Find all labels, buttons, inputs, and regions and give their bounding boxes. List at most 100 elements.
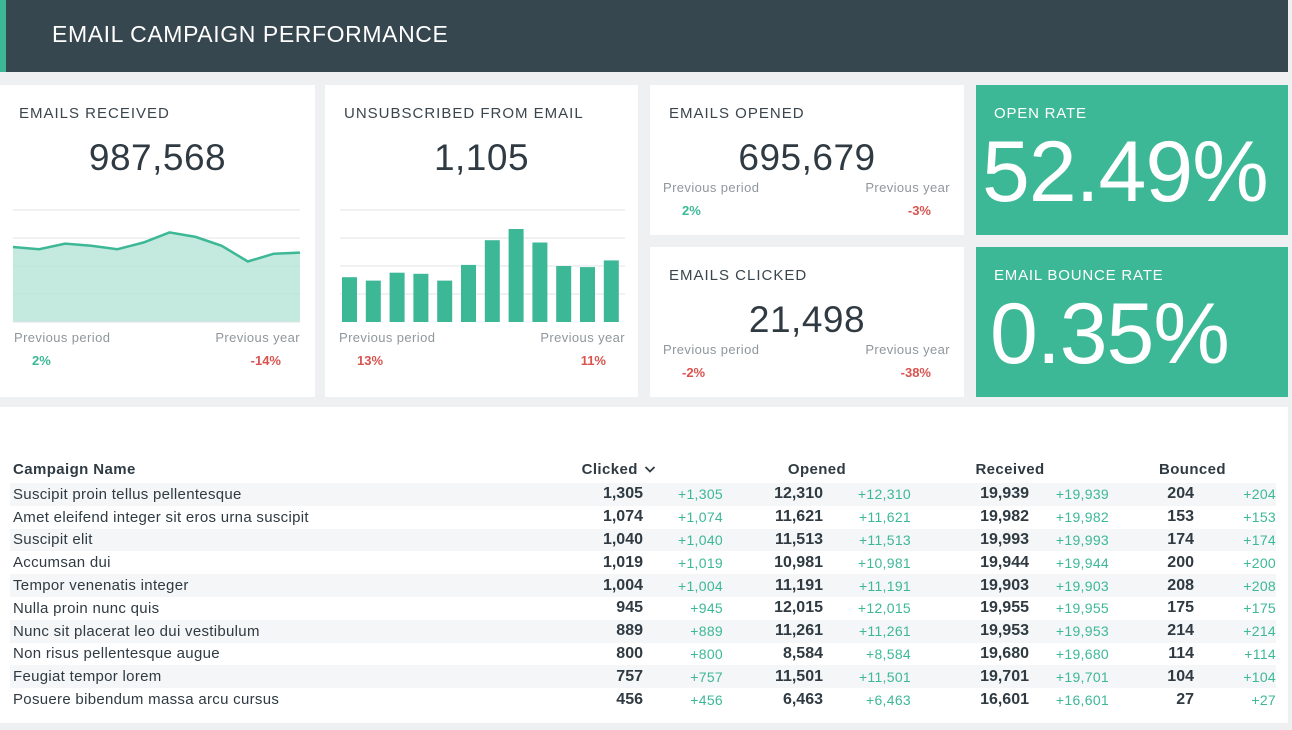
- card-label: EMAILS OPENED: [669, 105, 805, 122]
- table-row[interactable]: Amet eleifend integer sit eros urna susc…: [10, 506, 1276, 529]
- emails-received-card: EMAILS RECEIVED 987,568 Previous period …: [0, 85, 315, 397]
- previous-year-value: -14%: [250, 353, 281, 368]
- table-row[interactable]: Nunc sit placerat leo dui vestibulum 889 +…: [10, 619, 1276, 643]
- previous-period-value: 13%: [357, 353, 384, 368]
- previous-year-label: Previous year: [865, 180, 950, 195]
- cell-bounced: 153: [1167, 508, 1194, 526]
- unsubscribed-card: UNSUBSCRIBED FROM EMAIL 1,105 Previous p…: [325, 85, 638, 397]
- bar: [461, 264, 476, 322]
- cell-name: Suscipit elit: [10, 528, 515, 552]
- cell-name: Nulla proin nunc quis: [13, 599, 160, 617]
- cell-clicked: 1,004: [515, 574, 643, 597]
- bar: [580, 267, 595, 322]
- cell-opened-delta: +12,015: [857, 600, 911, 617]
- cell-opened: 11,191: [723, 574, 823, 597]
- cell-opened-delta: +11,621: [858, 509, 911, 526]
- card-value: 52.49%: [982, 124, 1269, 220]
- previous-year-value: -38%: [900, 365, 931, 380]
- table-row[interactable]: Non risus pellentesque augue 800 +800 8,584…: [10, 643, 1276, 666]
- cell-bounced-delta: +208: [1194, 574, 1276, 597]
- open-rate-card: OPEN RATE 52.49%: [976, 85, 1288, 235]
- cell-clicked-delta: +1,074: [677, 509, 723, 526]
- cell-name: Non risus pellentesque augue: [13, 645, 220, 663]
- cell-opened: 12,310: [723, 483, 823, 506]
- cell-opened: 8,584: [782, 644, 823, 662]
- cell-received-delta: +19,953: [1029, 619, 1109, 643]
- cell-name: Feugiat tempor lorem: [10, 665, 515, 689]
- cell-bounced: 104: [1109, 665, 1194, 689]
- page-title: EMAIL CAMPAIGN PERFORMANCE: [52, 21, 449, 47]
- cell-opened-delta: +11,191: [823, 574, 911, 597]
- table-row[interactable]: Suscipit elit 1,040 +1,040 11,513 +11,513 19,…: [10, 528, 1276, 552]
- area-fill: [13, 232, 300, 322]
- previous-year-label: Previous year: [540, 330, 625, 345]
- column-header-clicked[interactable]: Clicked: [515, 455, 723, 483]
- cell-clicked-delta: +945: [690, 600, 723, 617]
- cell-received: 19,939: [911, 483, 1029, 506]
- bounce-rate-card: EMAIL BOUNCE RATE 0.35%: [976, 247, 1288, 397]
- previous-year-label: Previous year: [215, 330, 300, 345]
- unsubscribed-bar-chart: [340, 209, 625, 322]
- card-label: EMAILS RECEIVED: [19, 105, 170, 122]
- table-row[interactable]: Feugiat tempor lorem 757 +757 11,501 +11,501…: [10, 665, 1276, 689]
- cell-bounced: 27: [1176, 690, 1194, 708]
- cell-clicked: 800: [616, 644, 643, 662]
- card-label: EMAILS CLICKED: [669, 267, 808, 284]
- card-value: 695,679: [738, 137, 876, 178]
- bar: [437, 280, 453, 322]
- cell-clicked: 1,074: [602, 508, 643, 526]
- cell-received: 16,601: [980, 690, 1029, 708]
- table-row[interactable]: Posuere bibendum massa arcu cursus 456 +45…: [10, 688, 1276, 711]
- cell-clicked-delta: +757: [643, 665, 723, 689]
- previous-period-label: Previous period: [663, 342, 760, 357]
- cell-bounced-delta: +214: [1194, 619, 1276, 643]
- cell-clicked: 1,019: [602, 553, 643, 571]
- cell-received: 19,982: [980, 508, 1029, 526]
- cell-bounced-delta: +153: [1243, 509, 1276, 526]
- cell-clicked: 456: [616, 690, 643, 708]
- cell-bounced-delta: +27: [1251, 691, 1276, 708]
- table-header-row: Campaign Name Clicked Opened Received Bo…: [10, 455, 1276, 483]
- cell-opened: 12,015: [774, 599, 823, 617]
- cell-opened: 11,513: [723, 528, 823, 552]
- cell-opened: 11,261: [723, 619, 823, 643]
- bar: [603, 260, 619, 322]
- cell-opened: 6,463: [782, 690, 823, 708]
- cell-received-delta: +16,601: [1055, 691, 1109, 708]
- table-row[interactable]: Accumsan dui 1,019 +1,019 10,981 +10,981 19,9…: [10, 551, 1276, 574]
- cell-name: Posuere bibendum massa arcu cursus: [13, 691, 280, 709]
- bar: [532, 242, 548, 322]
- previous-period-value: 2%: [32, 353, 51, 368]
- column-header-bounced[interactable]: Bounced: [1159, 460, 1226, 478]
- cell-bounced-delta: +114: [1244, 645, 1276, 662]
- cell-received-delta: +19,680: [1055, 645, 1109, 662]
- dashboard-header: EMAIL CAMPAIGN PERFORMANCE: [0, 0, 1288, 72]
- cell-bounced: 208: [1109, 574, 1194, 597]
- card-value: 21,498: [748, 299, 866, 340]
- cell-received-delta: +19,955: [1055, 600, 1109, 617]
- table-row[interactable]: Tempor venenatis integer 1,004 +1,004 11,19…: [10, 574, 1276, 597]
- cell-name: Tempor venenatis integer: [10, 574, 515, 597]
- column-header-campaign-name[interactable]: Campaign Name: [13, 460, 136, 478]
- cell-clicked-delta: +800: [690, 645, 723, 662]
- cell-clicked: 889: [515, 619, 643, 643]
- cell-received: 19,680: [980, 644, 1029, 662]
- cell-bounced-delta: +174: [1194, 528, 1276, 552]
- table-row[interactable]: Nulla proin nunc quis 945 +945 12,015 +12,01…: [10, 597, 1276, 620]
- bar: [342, 277, 357, 322]
- emails-received-area-chart: [12, 209, 301, 323]
- bar: [365, 280, 381, 322]
- column-header-received[interactable]: Received: [975, 460, 1045, 478]
- cell-received-delta: +19,939: [1029, 483, 1109, 506]
- previous-period-value: 2%: [682, 203, 701, 218]
- column-header-opened[interactable]: Opened: [787, 460, 847, 478]
- previous-period-label: Previous period: [14, 330, 111, 345]
- cell-received: 19,993: [911, 528, 1029, 552]
- cell-opened-delta: +8,584: [865, 645, 911, 662]
- emails-clicked-card: EMAILS CLICKED 21,498 Previous period Pr…: [650, 247, 964, 397]
- table-row[interactable]: Suscipit proin tellus pellentesque 1,305 +…: [10, 483, 1276, 506]
- column-header-label: Clicked: [581, 460, 638, 478]
- cell-opened: 11,621: [774, 508, 823, 526]
- previous-period-value: -2%: [682, 365, 706, 380]
- previous-period-label: Previous period: [339, 330, 436, 345]
